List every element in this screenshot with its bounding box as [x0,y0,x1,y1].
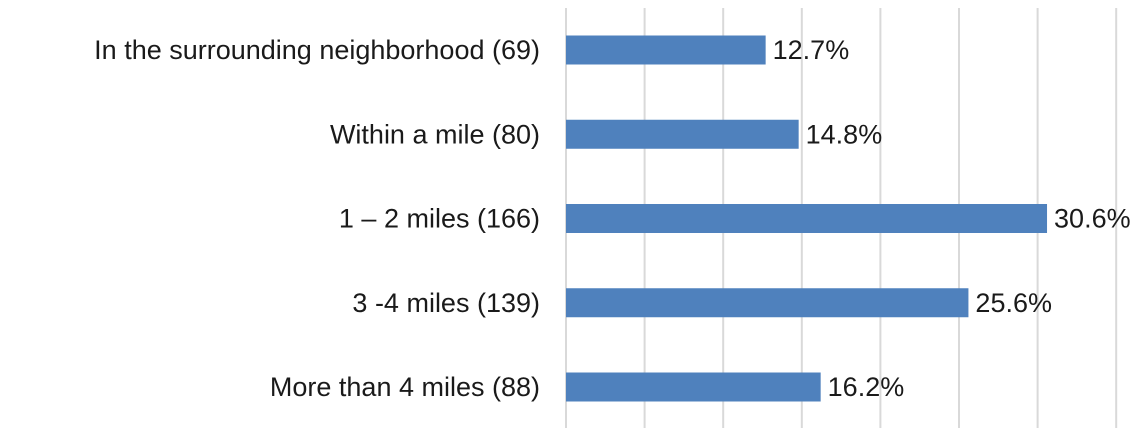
bar [566,288,969,318]
category-labels: In the surrounding neighborhood (69) With… [94,35,540,402]
value-labels: 12.7% 14.8% 30.6% 25.6% 16.2% [773,35,1131,402]
bar [566,372,821,402]
bars [566,35,1048,402]
category-label: 3 -4 miles (139) [352,288,540,318]
value-label: 12.7% [773,35,850,65]
category-label: More than 4 miles (88) [270,372,540,402]
value-label: 25.6% [975,288,1052,318]
value-label: 14.8% [806,119,883,149]
value-label: 16.2% [828,372,905,402]
value-label: 30.6% [1054,204,1131,234]
category-label: In the surrounding neighborhood (69) [94,35,540,65]
category-label: 1 – 2 miles (166) [339,204,540,234]
bar [566,204,1048,233]
category-label: Within a mile (80) [330,119,540,149]
bar [566,35,766,65]
bar [566,119,799,149]
